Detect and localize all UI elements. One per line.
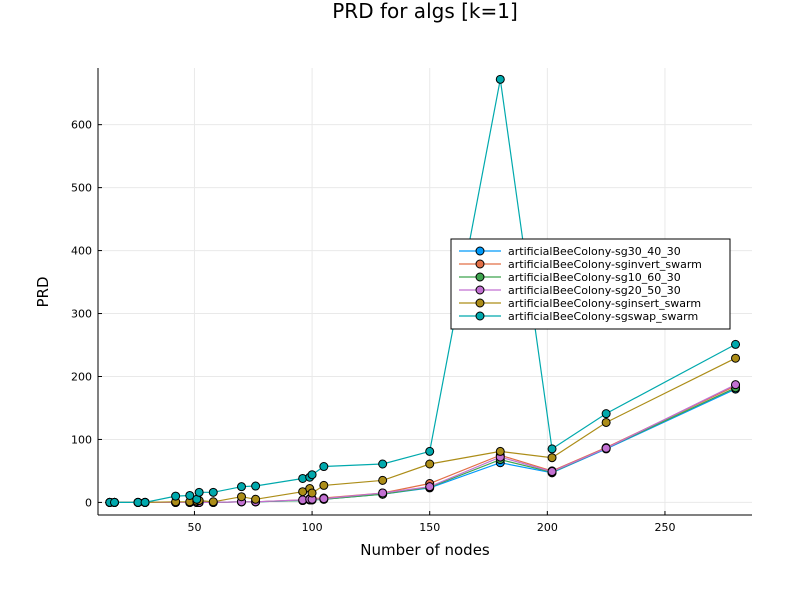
legend: artificialBeeColony-sg30_40_30artificial… bbox=[450, 238, 731, 330]
series-5-point bbox=[319, 480, 329, 490]
series-4-point bbox=[601, 443, 611, 453]
series-4-point bbox=[425, 482, 435, 492]
series-6-point bbox=[185, 490, 195, 500]
series-layer bbox=[105, 74, 741, 507]
ticks: 50 100 150 200 250 0 100 200 300 400 500 600 bbox=[71, 119, 675, 534]
series-6-point bbox=[194, 487, 204, 497]
legend-entry-label: artificialBeeColony-sg10_60_30 bbox=[508, 271, 681, 284]
series-5-point bbox=[251, 494, 261, 504]
y-tick-label: 100 bbox=[71, 433, 92, 446]
y-tick-label: 600 bbox=[71, 119, 92, 132]
axes bbox=[97, 68, 752, 516]
legend-entry-label: artificialBeeColony-sg30_40_30 bbox=[508, 245, 681, 258]
series-5-point bbox=[378, 475, 388, 485]
series-6-point bbox=[547, 444, 557, 454]
y-tick-label: 0 bbox=[85, 496, 92, 509]
series-6-point bbox=[425, 446, 435, 456]
legend-box bbox=[450, 238, 731, 330]
series-5-point bbox=[208, 497, 218, 507]
series-5-point bbox=[731, 353, 741, 363]
series-5-point bbox=[495, 446, 505, 456]
y-tick-label: 500 bbox=[71, 182, 92, 195]
y-tick-label: 300 bbox=[71, 308, 92, 321]
series-5-point bbox=[425, 459, 435, 469]
series-6-point bbox=[140, 497, 150, 507]
series-4-point bbox=[319, 494, 329, 504]
series-6-point bbox=[731, 339, 741, 349]
series-6-point bbox=[251, 481, 261, 491]
legend-entry-label: artificialBeeColony-sgswap_swarm bbox=[508, 310, 698, 323]
series-6-point bbox=[319, 462, 329, 472]
series-5-point bbox=[601, 417, 611, 427]
series-6-point bbox=[378, 459, 388, 469]
legend-swatch-marker bbox=[475, 285, 485, 295]
series-6-point bbox=[237, 482, 247, 492]
y-tick-label: 200 bbox=[71, 370, 92, 383]
x-tick-label: 100 bbox=[302, 521, 323, 534]
series-5-point bbox=[237, 492, 247, 502]
series-6-point bbox=[495, 74, 505, 84]
series-5-point bbox=[307, 488, 317, 498]
chart-title: PRD for algs [k=1] bbox=[332, 0, 518, 23]
legend-entry-label: artificialBeeColony-sg20_50_30 bbox=[508, 284, 681, 297]
series-6-point bbox=[208, 487, 218, 497]
legend-swatch-marker bbox=[475, 246, 485, 256]
series-6-point bbox=[307, 470, 317, 480]
x-tick-label: 250 bbox=[654, 521, 675, 534]
legend-swatch-marker bbox=[475, 259, 485, 269]
series-4-point bbox=[547, 467, 557, 477]
series-4-point bbox=[731, 380, 741, 390]
legend-swatch-marker bbox=[475, 272, 485, 282]
series-6-point bbox=[109, 497, 119, 507]
y-tick-label: 400 bbox=[71, 245, 92, 258]
series-6-point bbox=[601, 409, 611, 419]
series-4-point bbox=[378, 488, 388, 498]
x-tick-label: 200 bbox=[537, 521, 558, 534]
legend-swatch-marker bbox=[475, 298, 485, 308]
x-tick-label: 150 bbox=[419, 521, 440, 534]
legend-entry-label: artificialBeeColony-sginsert_swarm bbox=[508, 297, 701, 310]
x-tick-label: 50 bbox=[187, 521, 201, 534]
legend-entry-label: artificialBeeColony-sginvert_swarm bbox=[508, 258, 702, 271]
legend-swatch-marker bbox=[475, 311, 485, 321]
series-5-point bbox=[547, 453, 557, 463]
x-axis-label: Number of nodes bbox=[360, 541, 490, 559]
series-6-point bbox=[171, 491, 181, 501]
y-axis-label: PRD bbox=[34, 276, 52, 307]
